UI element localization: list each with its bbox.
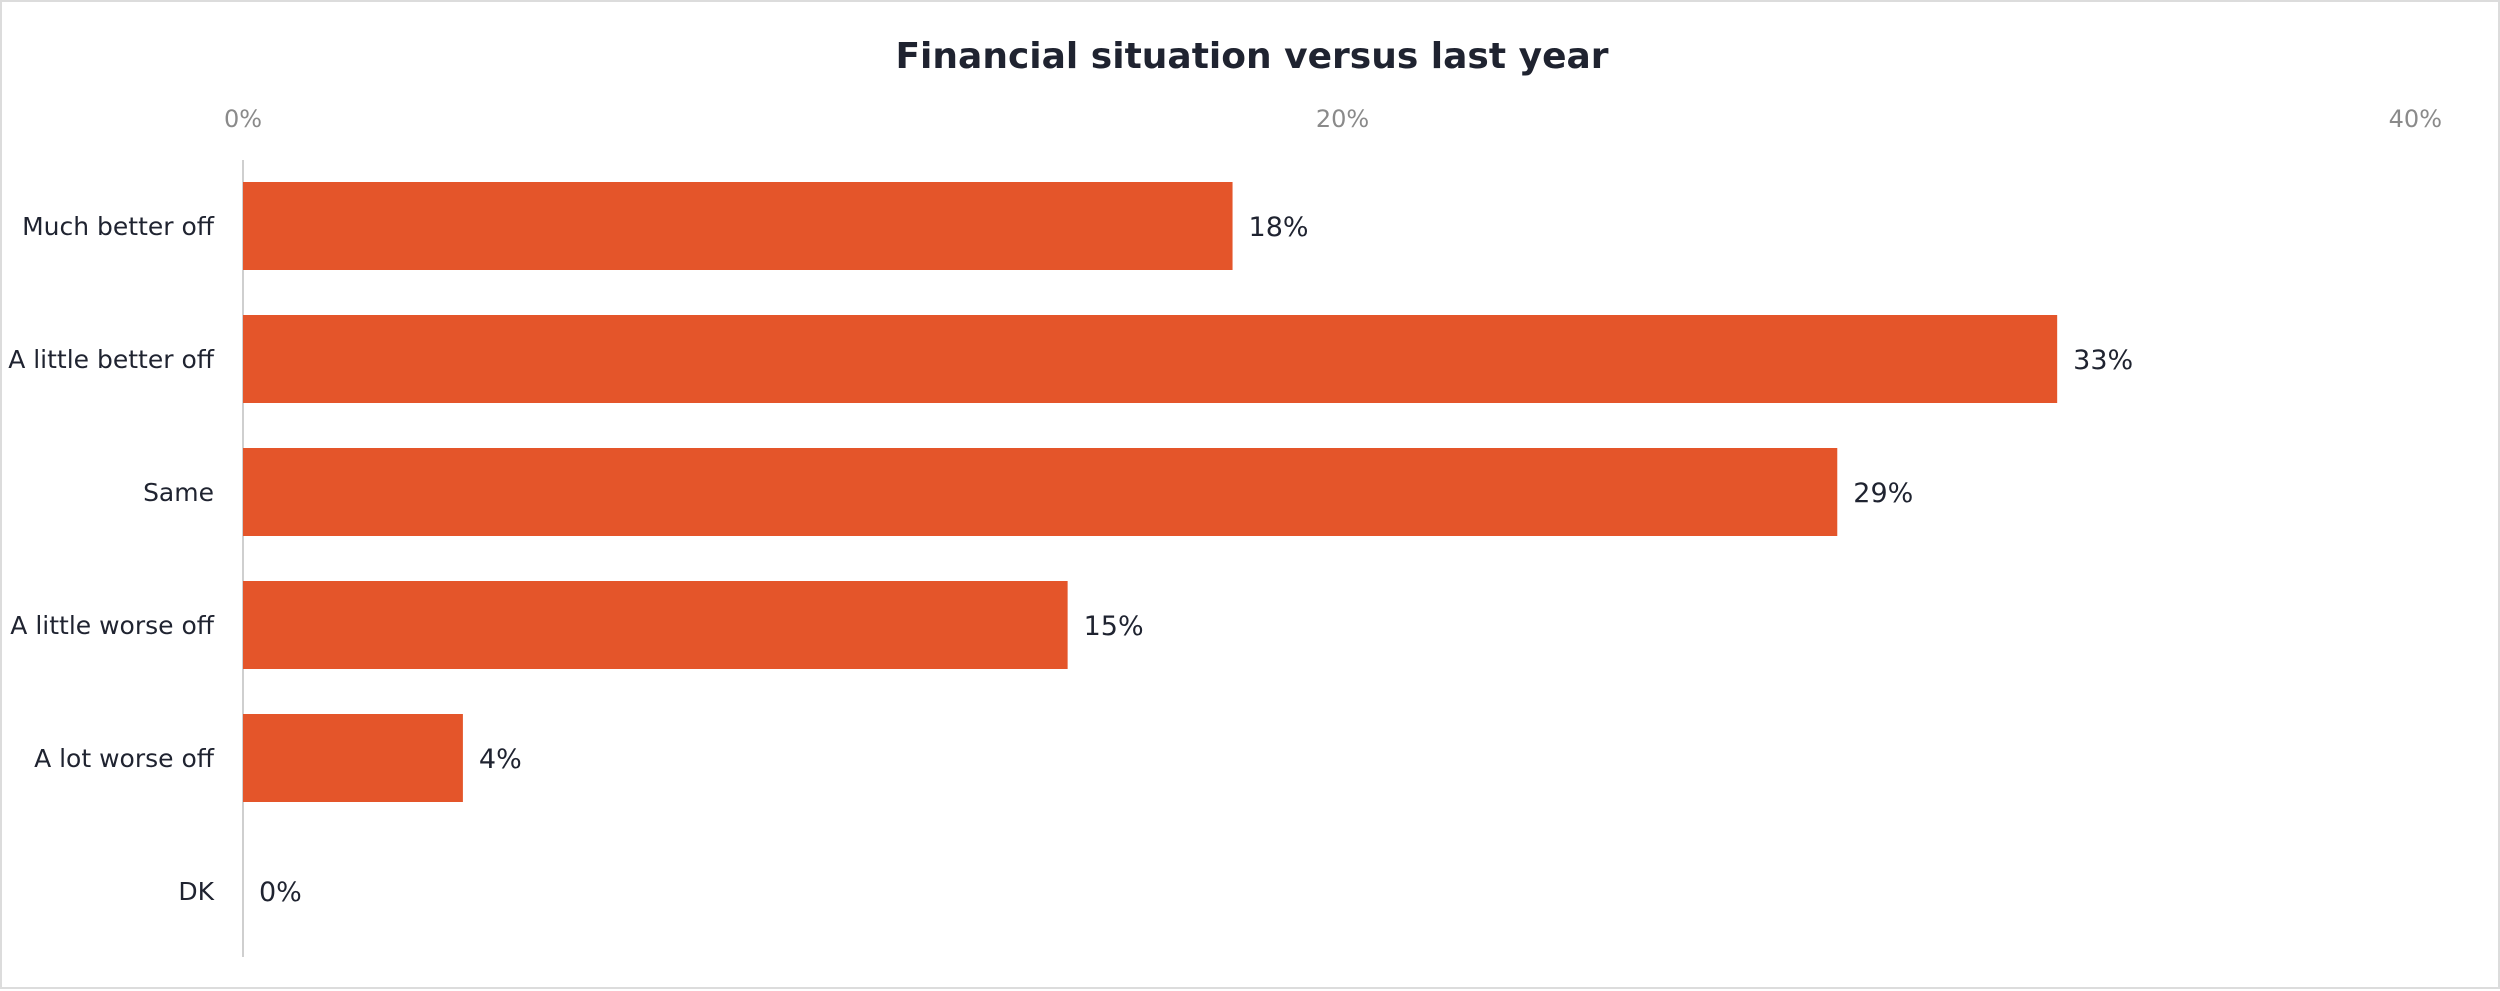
value-label: 15% bbox=[1084, 611, 1144, 642]
category-label: Same bbox=[143, 478, 214, 507]
value-label: 29% bbox=[1853, 478, 1913, 509]
category-label: A little better off bbox=[8, 345, 215, 374]
bar bbox=[243, 581, 1068, 669]
value-label: 4% bbox=[479, 744, 522, 775]
value-labels: 18% 33% 29% 15% 4% 0% bbox=[259, 212, 2133, 908]
value-label: 18% bbox=[1249, 212, 1309, 243]
category-label: Much better off bbox=[22, 212, 215, 241]
bars bbox=[243, 182, 2058, 802]
bar bbox=[243, 714, 463, 802]
x-tick-label: 0% bbox=[224, 105, 262, 133]
bar bbox=[243, 315, 2058, 403]
category-label: A little worse off bbox=[10, 611, 214, 640]
category-label: A lot worse off bbox=[34, 744, 215, 773]
value-label: 33% bbox=[2073, 345, 2133, 376]
bar bbox=[243, 182, 1233, 270]
value-label: 0% bbox=[259, 877, 302, 908]
category-labels: Much better off A little better off Same A … bbox=[8, 212, 215, 906]
chart-title: Financial situation versus last year bbox=[895, 36, 1608, 77]
x-tick-label: 20% bbox=[1316, 105, 1369, 133]
x-tick-label: 40% bbox=[2389, 105, 2442, 133]
x-axis-ticks: 0% 20% 40% bbox=[224, 105, 2442, 133]
category-label: DK bbox=[178, 877, 214, 906]
bar bbox=[243, 448, 1838, 536]
